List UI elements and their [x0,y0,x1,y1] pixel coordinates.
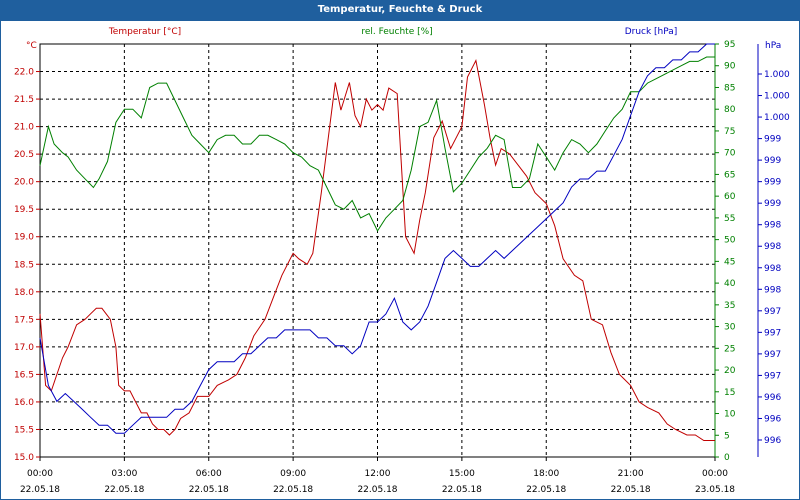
pressure-tick-label: 997 [764,350,781,360]
humidity-tick-label: 0 [724,453,730,463]
temperature-tick-label: 22.0 [14,68,34,78]
x-tick-time: 18:00 [533,469,559,479]
x-tick-time: 00:00 [702,469,728,479]
x-tick-date: 22.05.18 [104,485,144,495]
pressure-tick-label: 998 [764,264,781,274]
temperature-tick-label: 19.0 [14,233,34,243]
axes: 00:00 22.05.18 03:00 22.05.18 06:00 22.05.18 0… [14,27,790,495]
pressure-tick-label: 998 [764,285,781,295]
temperature-tick-label: 17.0 [14,343,34,353]
pressure-unit: hPa [765,41,781,51]
pressure-tick-label: 1.000 [764,70,790,80]
pressure-tick-label: 997 [764,328,781,338]
pressure-tick-label: 998 [764,242,781,252]
chart-title: Temperatur, Feuchte & Druck [0,0,800,20]
pressure-tick-label: 999 [764,156,781,166]
temperature-tick-label: 15.0 [14,453,34,463]
humidity-series-line [39,56,715,232]
temperature-axis-label: Temperatur [°C] [108,27,181,37]
pressure-tick-label: 1.000 [764,113,790,123]
temperature-tick-label: 18.5 [14,260,34,270]
x-tick-date: 23.05.18 [695,485,735,495]
x-tick-date: 22.05.18 [189,485,229,495]
pressure-tick-label: 999 [764,135,781,145]
temperature-unit: °C [26,41,37,51]
temperature-tick-label: 16.5 [14,370,34,380]
x-tick-time: 09:00 [280,469,306,479]
x-tick-time: 21:00 [618,469,644,479]
humidity-tick-label: 65 [724,170,735,180]
humidity-tick-label: 50 [724,236,736,246]
humidity-tick-label: 5 [724,431,730,441]
temperature-tick-label: 18.0 [14,288,34,298]
x-tick-date: 22.05.18 [611,485,651,495]
x-tick-time: 15:00 [449,469,475,479]
x-tick-time: 06:00 [196,469,222,479]
humidity-tick-label: 85 [724,83,735,93]
x-tick-time: 00:00 [27,469,53,479]
temperature-tick-label: 17.5 [14,315,34,325]
x-tick-date: 22.05.18 [357,485,397,495]
pressure-tick-label: 999 [764,199,781,209]
temperature-tick-label: 15.5 [14,425,34,435]
temperature-tick-label: 16.0 [14,398,34,408]
x-tick-time: 12:00 [365,469,391,479]
pressure-tick-label: 999 [764,178,781,188]
pressure-axis-label: Druck [hPa] [625,27,678,37]
humidity-tick-label: 60 [724,192,736,202]
humidity-tick-label: 40 [724,279,736,289]
pressure-tick-label: 998 [764,221,781,231]
series-lines [39,43,715,441]
humidity-tick-label: 95 [724,40,735,50]
pressure-tick-label: 996 [764,414,781,424]
temperature-tick-label: 21.0 [14,123,34,133]
temperature-tick-label: 21.5 [14,95,34,105]
temperature-tick-label: 19.5 [14,205,34,215]
humidity-tick-label: 25 [724,344,735,354]
humidity-tick-label: 10 [724,410,736,420]
humidity-tick-label: 70 [724,149,736,159]
pressure-series-line [39,43,715,434]
x-tick-date: 22.05.18 [20,485,60,495]
pressure-tick-label: 996 [764,436,781,446]
temperature-tick-label: 20.0 [14,178,34,188]
pressure-tick-label: 1.000 [764,92,790,102]
humidity-tick-label: 30 [724,323,736,333]
x-tick-date: 22.05.18 [442,485,482,495]
temperature-tick-label: 20.5 [14,150,34,160]
humidity-tick-label: 20 [724,366,736,376]
humidity-tick-label: 75 [724,127,735,137]
temperature-series-line [39,58,715,441]
humidity-axis-label: rel. Feuchte [%] [361,27,432,37]
pressure-tick-label: 997 [764,307,781,317]
humidity-tick-label: 35 [724,301,735,311]
x-tick-time: 03:00 [111,469,137,479]
humidity-tick-label: 80 [724,105,736,115]
grid-lines [40,44,715,457]
x-tick-date: 22.05.18 [526,485,566,495]
humidity-tick-label: 90 [724,62,736,72]
pressure-tick-label: 997 [764,371,781,381]
humidity-tick-label: 45 [724,257,735,267]
humidity-tick-label: 15 [724,388,735,398]
pressure-tick-label: 996 [764,393,781,403]
x-tick-date: 22.05.18 [273,485,313,495]
humidity-tick-label: 55 [724,214,735,224]
